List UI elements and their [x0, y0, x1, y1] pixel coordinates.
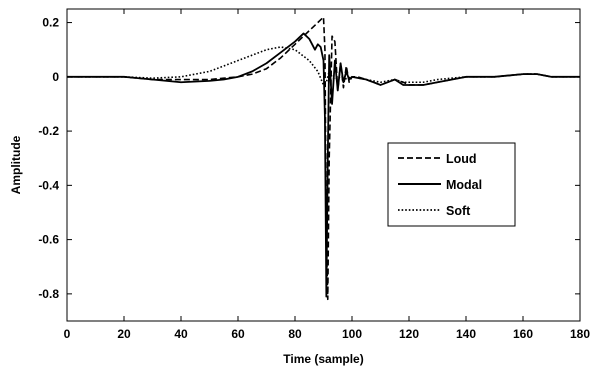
- x-tick-label: 180: [570, 327, 590, 341]
- y-axis-label: Amplitude: [9, 135, 23, 194]
- x-tick-label: 120: [399, 327, 419, 341]
- y-tick-label: 0.2: [42, 16, 59, 30]
- y-tick-label: -0.8: [38, 287, 59, 301]
- plot-area-frame: [66, 8, 581, 322]
- y-tick-label: -0.2: [38, 124, 59, 138]
- y-tick-label: -0.4: [38, 178, 59, 192]
- y-tick-label: 0: [52, 70, 59, 84]
- legend-items: Loud Modal Soft: [398, 152, 482, 218]
- legend-label-soft: Soft: [446, 204, 471, 218]
- legend-label-modal: Modal: [446, 178, 482, 192]
- legend: Loud Modal Soft: [387, 142, 516, 227]
- legend-label-loud: Loud: [446, 152, 477, 166]
- series-line-modal: [67, 32, 580, 298]
- series-layer: [67, 16, 580, 301]
- x-tick-label: 20: [117, 327, 131, 341]
- x-tick-label: 100: [342, 327, 362, 341]
- series-line-soft: [67, 46, 580, 86]
- axis-ticks: 0 20 40 60 80 100 120 140 160 180 0.2 0 -0.2 -0.4 -0.6…: [38, 9, 590, 341]
- x-tick-label: 140: [456, 327, 476, 341]
- x-tick-label: 60: [231, 327, 245, 341]
- x-tick-label: 160: [513, 327, 533, 341]
- x-tick-label: 80: [288, 327, 302, 341]
- x-tick-label: 40: [174, 327, 188, 341]
- y-tick-label: -0.6: [38, 233, 59, 247]
- x-tick-label: 0: [64, 327, 71, 341]
- x-axis-label: Time (sample): [283, 352, 363, 366]
